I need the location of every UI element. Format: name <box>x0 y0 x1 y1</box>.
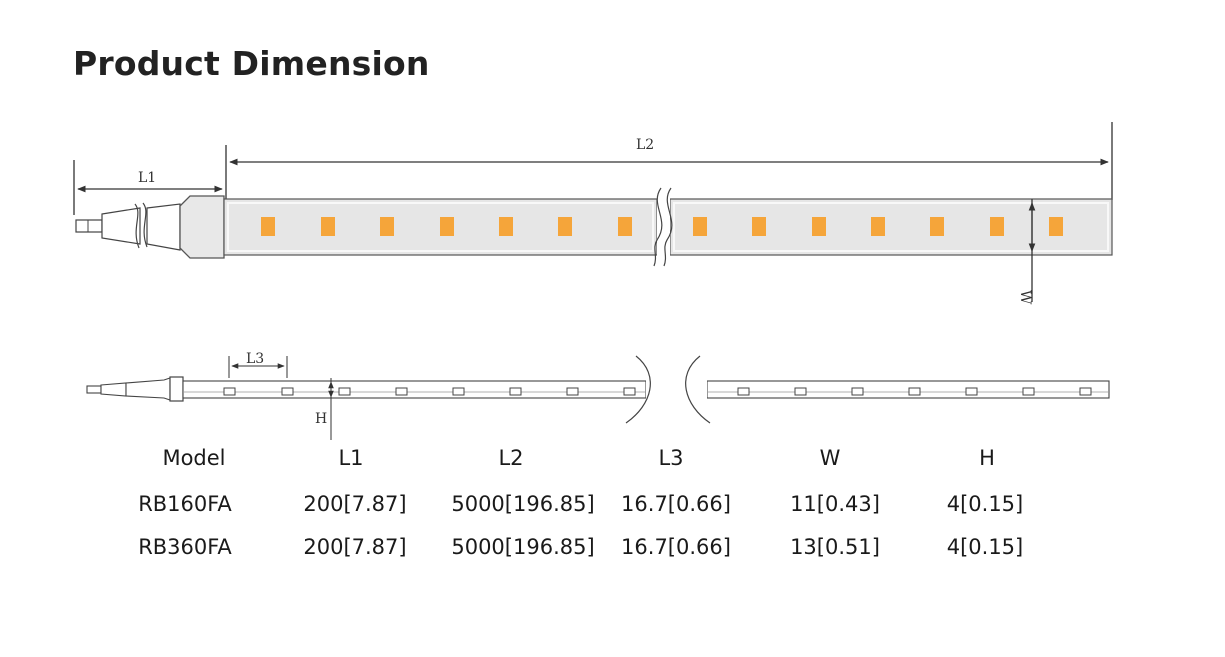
led-chip-side <box>1022 387 1035 396</box>
led-chip-side <box>1079 387 1092 396</box>
led-chip-side <box>223 387 236 396</box>
table-cell-w: 13[0.51] <box>790 535 880 559</box>
led-chips-top <box>261 217 1063 236</box>
led-chip-side <box>794 387 807 396</box>
w-dimension: W <box>1017 199 1036 305</box>
led-chip-side <box>566 387 579 396</box>
led-chip-side <box>509 387 522 396</box>
led-chip <box>558 217 572 236</box>
led-chip <box>812 217 826 236</box>
table-cell-model: RB360FA <box>138 535 232 559</box>
side-view-cable <box>86 376 184 402</box>
w-dimension-label: W <box>1017 290 1033 305</box>
table-cell-l3: 16.7[0.66] <box>621 535 731 559</box>
led-chip <box>380 217 394 236</box>
led-chip-side <box>908 387 921 396</box>
led-chip-side <box>851 387 864 396</box>
table-cell-l2: 5000[196.85] <box>451 492 595 516</box>
l3-dimension-label: L3 <box>246 351 264 367</box>
led-chip <box>930 217 944 236</box>
page-title: Product Dimension <box>73 44 430 83</box>
led-chip <box>752 217 766 236</box>
table-cell-l1: 200[7.87] <box>303 492 407 516</box>
led-chips-side <box>223 387 1092 396</box>
table-cell-w: 11[0.43] <box>790 492 880 516</box>
table-cell-h: 4[0.15] <box>946 535 1024 559</box>
table-cell-l2: 5000[196.85] <box>451 535 595 559</box>
l1-dimension: L1 <box>73 145 227 215</box>
led-chip-side <box>965 387 978 396</box>
power-cable <box>75 202 181 251</box>
led-chip-side <box>623 387 636 396</box>
led-chip-side <box>395 387 408 396</box>
column-header-model: Model <box>162 446 226 470</box>
spec-table: Model L1 L2 L3 W H RB160FA 200[7.87] 500… <box>0 440 1225 570</box>
led-chip <box>499 217 513 236</box>
end-cap-connector <box>179 195 225 259</box>
led-chip <box>1049 217 1063 236</box>
led-chip-side <box>281 387 294 396</box>
table-cell-model: RB160FA <box>138 492 232 516</box>
led-chip-side <box>452 387 465 396</box>
column-header-l3: L3 <box>658 446 684 470</box>
column-header-w: W <box>819 446 841 470</box>
table-cell-l3: 16.7[0.66] <box>621 492 731 516</box>
led-chip <box>321 217 335 236</box>
h-dimension: H <box>315 378 334 440</box>
h-dimension-label: H <box>315 411 327 427</box>
l2-dimension-label: L2 <box>636 137 654 153</box>
table-cell-l1: 200[7.87] <box>303 535 407 559</box>
l2-dimension: L2 <box>229 122 1113 200</box>
led-chip <box>261 217 275 236</box>
led-chip-side <box>737 387 750 396</box>
side-view-strip <box>182 355 1110 424</box>
led-chip <box>871 217 885 236</box>
led-chip <box>693 217 707 236</box>
led-chip-side <box>338 387 351 396</box>
led-strip-tube <box>223 187 1113 267</box>
column-header-h: H <box>979 446 995 470</box>
led-strip-dimension-drawing: L1 L2 <box>73 122 1113 440</box>
led-chip <box>990 217 1004 236</box>
column-header-l2: L2 <box>498 446 524 470</box>
l3-dimension: L3 <box>228 351 288 378</box>
led-chip <box>618 217 632 236</box>
led-chip <box>440 217 454 236</box>
table-cell-h: 4[0.15] <box>946 492 1024 516</box>
l1-dimension-label: L1 <box>138 170 156 186</box>
column-header-l1: L1 <box>338 446 364 470</box>
